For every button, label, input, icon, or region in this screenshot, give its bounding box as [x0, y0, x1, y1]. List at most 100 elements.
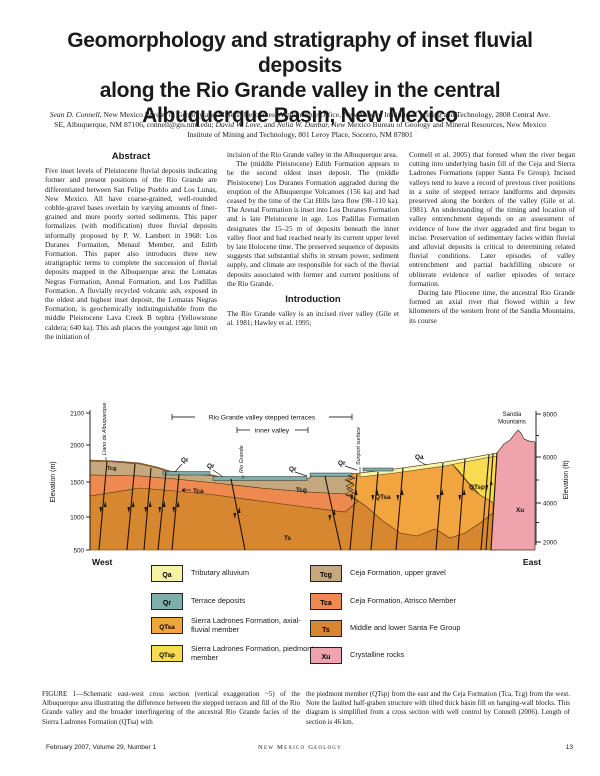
- unit-label-tcg-center: Tcg: [296, 487, 307, 494]
- interfinger-zigzag: [345, 474, 356, 497]
- fault: [324, 475, 342, 551]
- fault: [480, 454, 490, 551]
- unit-label-qr-4: Qr: [338, 460, 346, 467]
- article-title: Geomorphology and stratigraphy of inset …: [30, 28, 570, 128]
- introduction-heading: Introduction: [285, 294, 341, 306]
- right-axis-tick-6000: 6000: [543, 455, 557, 462]
- abstract-heading: Abstract: [111, 151, 151, 162]
- inner-valley-bracket: [236, 427, 309, 433]
- figure-caption-right: the piedmont member (QTsp) from the east…: [306, 690, 570, 726]
- legend-swatch-qtsp: QTsp: [151, 645, 183, 663]
- column-2: incision of the Rio Grande valley in the…: [227, 150, 399, 328]
- left-axis-tick-1000: 1000: [70, 515, 84, 522]
- column-3: Connell et al. 2005) that formed when th…: [409, 150, 575, 325]
- legend-swatch-qa: Qa: [151, 565, 183, 582]
- unit-label-qtsp: QTsp: [469, 484, 485, 491]
- legend-code-qtsp: QTsp: [159, 652, 175, 659]
- left-axis-tick-500: 500: [74, 548, 85, 555]
- legend-swatch-rect: [151, 617, 183, 635]
- unit-label-qr-3: Qr: [289, 466, 297, 473]
- stepped-terraces-bracket: [171, 414, 353, 420]
- legend-swatch-ts: Ts: [310, 620, 342, 637]
- legend-code-qtsa: QTsa: [159, 624, 175, 631]
- qr-patch: [309, 472, 353, 477]
- unit-label-qtsa: QTsa: [375, 494, 391, 501]
- author-3: Nelia W. Dunbar,: [276, 120, 330, 129]
- legend-code-qr: Qr: [163, 600, 171, 607]
- sunport-surface-label: Sunport surface: [356, 427, 362, 465]
- title-line-3: Albuquerque Basin, New Mexico: [142, 104, 458, 127]
- qr-terrace-patches: [162, 467, 394, 481]
- qr4-leader-line: [344, 465, 358, 471]
- legend-swatch-rect: [151, 593, 183, 610]
- legend-code-tcg: Tcg: [320, 572, 332, 579]
- qr-patch: [212, 476, 308, 481]
- stepped-terraces-bracket-label: Rio Grande valley stepped terraces: [209, 415, 316, 422]
- footer-issue-info: February 2007, Volume 29, Number 1: [46, 744, 157, 751]
- unit-label-qr-2: Qr: [207, 463, 215, 470]
- legend-code-qa: Qa: [162, 572, 171, 579]
- unit-label-xu: Xu: [516, 507, 524, 514]
- column-3-paragraph-2: During late Pliocene time, the ancestral…: [409, 288, 575, 325]
- inner-valley-bracket-label: inner valley: [255, 428, 290, 435]
- unit-label-tca: Tca: [193, 488, 204, 495]
- sandia-mountains-label-line2: Mountains: [498, 420, 526, 426]
- legend-row-ts: Ts Middle and lower Santa Fe Group: [310, 620, 510, 637]
- left-axis-title: Elevation (m): [50, 461, 57, 502]
- legend-label-xu: Crystalline rocks: [350, 650, 405, 660]
- fault: [485, 453, 494, 551]
- legend-swatch-xu: Xu: [310, 647, 342, 664]
- right-axis-tick-2000: 2000: [543, 540, 557, 547]
- unit-label-qr-1: Qr: [181, 457, 189, 464]
- llano-de-albuquerque-label: Llano de Albuquerque: [102, 402, 108, 455]
- fault: [370, 471, 379, 551]
- legend-swatch-rect: [310, 647, 342, 664]
- qr2-leader-line: [212, 469, 224, 478]
- legend-label-qtsa: Sierra Ladrones Formation, axial-fluvial…: [191, 616, 301, 634]
- legend-code-ts: Ts: [322, 627, 330, 634]
- legend-swatch-qtsa: QTsa: [151, 617, 183, 635]
- right-axis-tick-4000: 4000: [543, 501, 557, 508]
- fault: [490, 452, 498, 551]
- fault: [349, 473, 358, 551]
- fault: [157, 471, 167, 551]
- legend-code-xu: Xu: [322, 654, 331, 661]
- tca-arrow: [181, 488, 191, 492]
- byline-conjunction: and: [262, 120, 277, 129]
- legend-swatch-rect: [310, 593, 342, 610]
- legend-label-tca: Ceja Formation, Atrisco Member: [350, 596, 456, 606]
- unit-xu-polygon: [490, 429, 536, 551]
- fault: [395, 467, 404, 551]
- legend-swatch-rect: [151, 565, 183, 582]
- fault-lines: [98, 452, 498, 551]
- legend-label-qr: Terrace deposits: [191, 596, 246, 606]
- right-axis-title: Elevation (ft): [563, 460, 570, 499]
- legend-row-qa: Qa Tributary alluvium: [151, 565, 319, 582]
- footer-journal-name: New Mexico Geology: [258, 744, 342, 751]
- legend-row-qr: Qr Terrace deposits: [151, 593, 319, 610]
- byline: Sean D. Connell, New Mexico Bureau of Ge…: [48, 110, 552, 140]
- legend-swatch-qr: Qr: [151, 593, 183, 610]
- fault: [435, 462, 444, 551]
- legend-swatch-rect: [151, 645, 183, 663]
- title-line-1: Geomorphology and stratigraphy of inset …: [67, 29, 533, 77]
- cross-section-figure: 2100 2000 1500 1000 500 Elevation (m) 80…: [50, 402, 570, 567]
- figure-caption-left: FIGURE 1—Schematic east-west cross secti…: [42, 690, 300, 726]
- qa-leader-line: [418, 460, 427, 466]
- legend-label-tcg: Ceja Formation, upper gravel: [350, 568, 446, 578]
- unit-label-qa: Qa: [415, 454, 424, 461]
- footer-page-number: 13: [565, 744, 573, 751]
- rio-grande-label: Rio Grande: [239, 445, 245, 473]
- column-2-paragraph-1: incision of the Rio Grande valley in the…: [227, 150, 398, 159]
- abstract-text: Five inset levels of Pleistocene fluvial…: [45, 166, 217, 341]
- title-line-2: along the Rio Grande valley in the centr…: [99, 79, 501, 102]
- author-2: David W. Love,: [215, 120, 263, 129]
- fault: [98, 460, 108, 551]
- legend-label-qtsp: Sierra Ladrones Formation, piedmont memb…: [191, 644, 314, 662]
- column-3-paragraph-1: Connell et al. 2005) that formed when th…: [409, 150, 575, 288]
- column-abstract: Abstract Five inset levels of Pleistocen…: [45, 150, 217, 341]
- fault: [230, 478, 246, 551]
- author-1: Sean D. Connell,: [49, 110, 102, 119]
- left-axis: [86, 410, 91, 551]
